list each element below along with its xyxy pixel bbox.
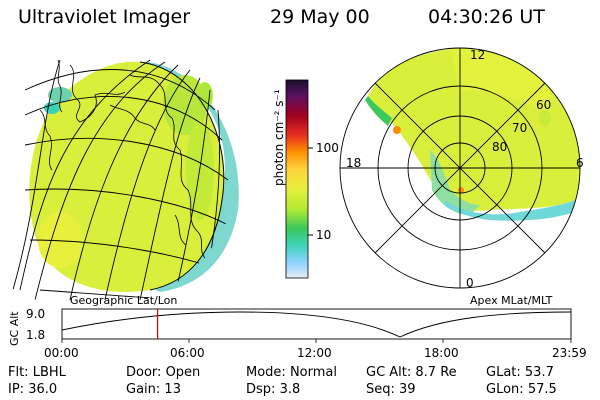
colorbar xyxy=(285,79,313,279)
geographic-panel-label: Geographic Lat/Lon xyxy=(70,294,178,307)
timeline-xtick-2359: 23:59 xyxy=(552,346,587,360)
observation-date: 29 May 00 xyxy=(270,6,370,28)
timeline-ytick-high: 9.0 xyxy=(26,307,46,321)
mlt-label-12: 12 xyxy=(470,48,486,62)
timeline-xtick-0600: 06:00 xyxy=(170,346,205,360)
info-glat: GLat: 53.7 xyxy=(486,365,554,380)
info-mode: Mode: Normal xyxy=(246,365,337,380)
altitude-timeline xyxy=(61,308,572,343)
colorbar-tick-100: 100 xyxy=(316,141,339,155)
mlt-label-6: 6 xyxy=(576,156,584,170)
mlt-label-0: 0 xyxy=(466,276,474,290)
info-gain: Gain: 13 xyxy=(126,382,181,397)
info-dsp: Dsp: 3.8 xyxy=(246,382,301,397)
mlat-label-60: 60 xyxy=(536,98,552,112)
observation-time: 04:30:26 UT xyxy=(428,6,545,28)
timeline-xtick-0000: 00:00 xyxy=(44,346,79,360)
info-seq: Seq: 39 xyxy=(366,382,416,397)
info-ip: IP: 36.0 xyxy=(8,382,58,397)
info-door: Door: Open xyxy=(126,365,201,380)
polar-panel-label: Apex MLat/MLT xyxy=(470,294,553,307)
mlat-label-70: 70 xyxy=(512,121,528,135)
info-gc-alt: GC Alt: 8.7 Re xyxy=(366,365,457,380)
timeline-ytick-low: 1.8 xyxy=(26,328,46,342)
info-glon: GLon: 57.5 xyxy=(486,382,557,397)
timeline-xtick-1200: 12:00 xyxy=(297,346,332,360)
geographic-image xyxy=(9,59,239,301)
colorbar-tick-10: 10 xyxy=(316,228,332,242)
timeline-ylabel: GC Alt xyxy=(8,311,21,346)
instrument-title: Ultraviolet Imager xyxy=(18,6,191,28)
colorbar-unit-label: photon cm⁻² s⁻¹ xyxy=(272,89,286,186)
mlt-label-18: 18 xyxy=(346,156,362,170)
polar-image xyxy=(339,47,581,289)
timeline-xtick-1800: 18:00 xyxy=(424,346,459,360)
info-flt: Flt: LBHL xyxy=(8,365,66,380)
mlat-label-80: 80 xyxy=(492,140,508,154)
